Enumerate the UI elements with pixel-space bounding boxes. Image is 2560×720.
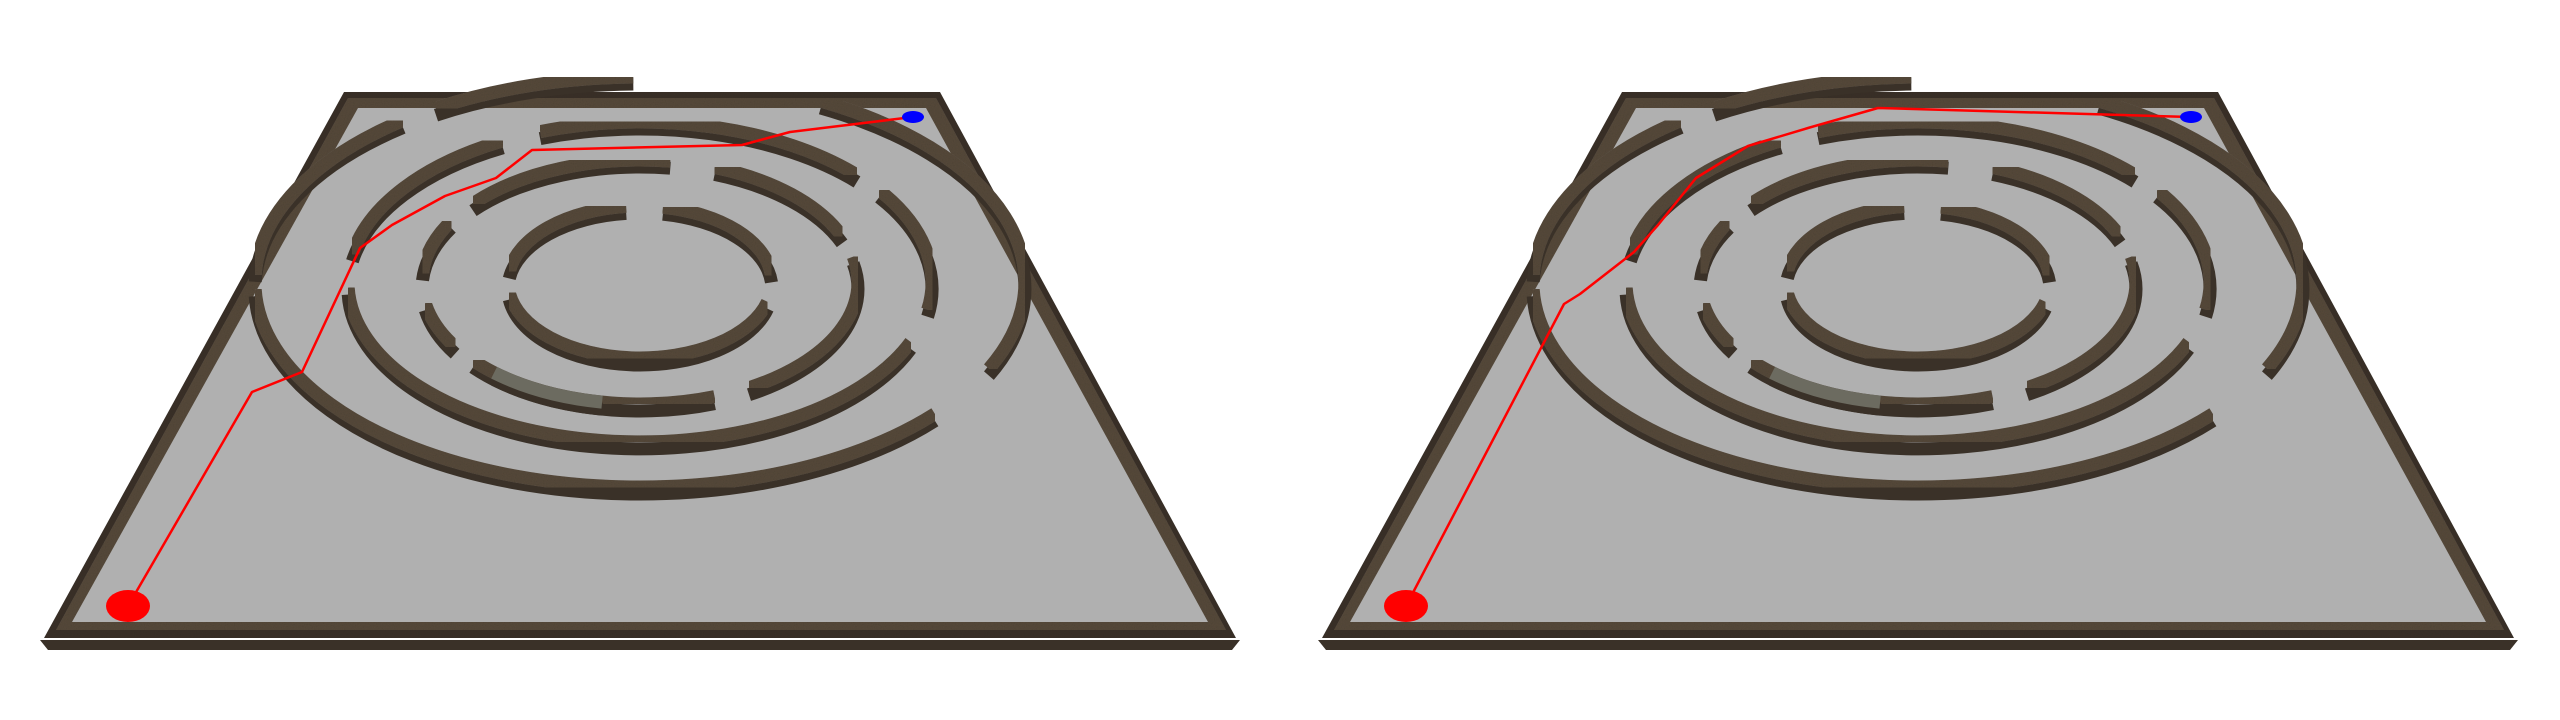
wall-top-r2-s1: [1747, 153, 1949, 210]
wall-highlight-top: [491, 366, 603, 409]
wall-top-r3-s1: [1940, 200, 2056, 277]
wall-top-r2-s5: [419, 301, 460, 352]
wall-top-r2-s0: [416, 216, 456, 275]
wall-top-r3-s2: [1780, 290, 2052, 365]
maze-walls: [248, 70, 1032, 501]
wall-top-r1-s1: [1816, 115, 2139, 181]
wall-top-r1-s1: [538, 115, 861, 181]
wall-side-r0-s1: [1711, 77, 1912, 122]
wall-top-r1-s2: [875, 185, 939, 312]
start-marker: [106, 590, 150, 622]
wall-top-r3-s0: [1780, 199, 1905, 274]
wall-top-r2-s3: [2024, 254, 2143, 394]
wall-top-r1-s3: [341, 287, 916, 449]
wall-top-r0-s0: [1526, 114, 1684, 276]
wall-top-r3-s0: [502, 199, 627, 274]
wall-top-r1-s0: [346, 134, 505, 257]
wall-side-r1-s1: [538, 122, 861, 188]
wall-top-r2-s1: [469, 153, 671, 210]
floor-bottom-edge: [1318, 640, 2518, 650]
wall-top-r2-s0: [1694, 216, 1734, 275]
wall-top-r2-s5: [1697, 301, 1738, 352]
wall-highlight-top: [1769, 366, 1881, 409]
wall-top-r0-s1: [433, 70, 634, 115]
maze-panel-right: [1318, 70, 2518, 650]
start-marker: [1384, 590, 1428, 622]
wall-top-r3-s1: [662, 200, 778, 277]
wall-top-r2-s2: [1991, 161, 2126, 241]
goal-marker: [2180, 111, 2202, 123]
wall-top-r3-s2: [502, 290, 774, 365]
wall-top-r0-s1: [1711, 70, 1912, 115]
wall-top-r2-s2: [713, 161, 848, 241]
wall-side-r1-s1: [1816, 122, 2139, 188]
wall-side-r0-s1: [433, 77, 634, 122]
floor-bottom-edge: [40, 640, 1240, 650]
wall-top-r1-s0: [1624, 134, 1783, 257]
wall-top-r0-s0: [248, 114, 406, 276]
wall-top-r2-s3: [746, 254, 865, 394]
wall-top-r0-s3: [248, 288, 939, 494]
wall-top-r1-s3: [1619, 287, 2194, 449]
solution-path: [1404, 106, 2192, 607]
wall-top-r0-s3: [1526, 288, 2217, 494]
maze-panel-left: [40, 70, 1240, 650]
solution-path: [126, 115, 914, 607]
goal-marker: [902, 111, 924, 123]
maze-walls: [1526, 70, 2310, 501]
wall-top-r0-s2: [818, 94, 1032, 373]
wall-top-r1-s2: [2153, 185, 2217, 312]
wall-top-r0-s2: [2096, 94, 2310, 373]
